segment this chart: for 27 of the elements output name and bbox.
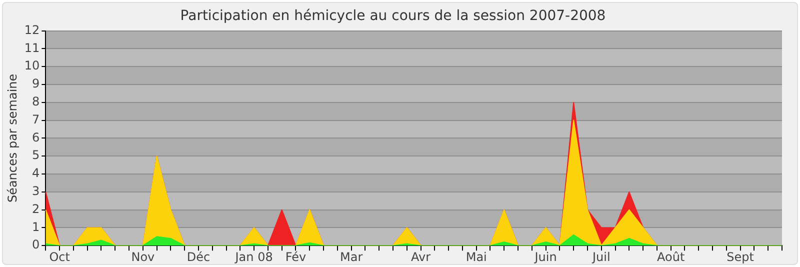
y-tick-label: 8	[32, 94, 40, 109]
y-tick-label: 6	[32, 130, 40, 144]
x-tick-label: Juil	[591, 250, 610, 264]
y-axis-title: Séances par semaine	[5, 74, 20, 203]
y-tick-label: 10	[24, 58, 40, 73]
y-tick-label: 7	[32, 112, 40, 126]
y-tick-label: 12	[24, 22, 40, 37]
x-tick-label: Mai	[466, 250, 487, 264]
x-tick-label: Fév	[285, 250, 306, 264]
y-tick-label: 4	[32, 166, 40, 180]
chart-title: Participation en hémicycle au cours de la session 2007-2008	[180, 8, 606, 24]
x-tick-label: Oct	[49, 250, 70, 264]
y-tick-label: 1	[32, 220, 40, 234]
x-tick-label: Avr	[411, 250, 431, 264]
x-tick-label: Jan 08	[234, 250, 273, 264]
y-tick-label: 0	[32, 238, 40, 252]
x-tick-label: Sept	[726, 250, 754, 264]
x-tick-label: Juin	[534, 250, 557, 264]
y-tick-label: 2	[32, 202, 40, 216]
y-tick-label: 5	[32, 148, 40, 162]
y-tick-label: 3	[32, 184, 40, 198]
y-tick-label: 11	[24, 40, 40, 55]
x-tick-label: Mar	[340, 250, 363, 264]
y-tick-label: 9	[32, 76, 40, 91]
x-tick-label: Août	[657, 250, 685, 264]
x-tick-label: Déc	[186, 250, 210, 264]
x-tick-label: Nov	[131, 250, 155, 264]
